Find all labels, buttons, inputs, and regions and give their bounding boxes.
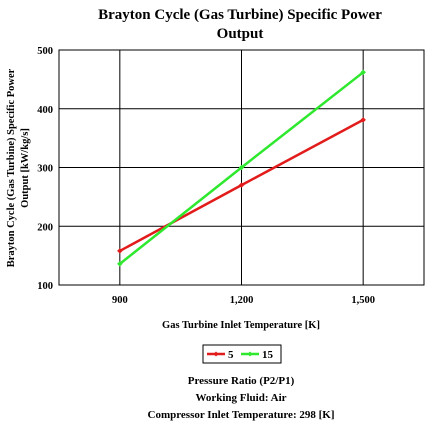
series-point-5	[116, 248, 123, 254]
series-point-15	[360, 69, 367, 76]
series-point-15	[116, 260, 123, 267]
chart-title-line-2: Output	[217, 26, 264, 42]
x-axis-ticks: 900 1,200 1,500	[112, 295, 375, 306]
legend-label-15: 15	[262, 349, 274, 361]
legend: 5 15	[202, 344, 282, 364]
y-tick-label: 300	[37, 164, 53, 175]
y-tick-label: 200	[37, 222, 53, 233]
note-pressure-ratio: Pressure Ratio (P2/P1)	[188, 375, 295, 387]
x-tick-label: 1,200	[230, 295, 254, 306]
note-compressor-inlet-temperature: Compressor Inlet Temperature: 298 [K]	[148, 409, 335, 421]
y-tick-label: 500	[37, 46, 53, 57]
legend-marker-5	[213, 351, 219, 357]
y-axis-ticks: 100 200 300 400 500	[37, 46, 53, 292]
legend-label-5: 5	[228, 349, 234, 361]
x-axis-label: Gas Turbine Inlet Temperature [K]	[162, 320, 320, 331]
series-point-5	[360, 117, 367, 123]
x-tick-label: 900	[112, 295, 128, 306]
x-tick-label: 1,500	[351, 295, 375, 306]
chart-title-line-1: Brayton Cycle (Gas Turbine) Specific Pow…	[98, 7, 382, 23]
series-layer	[116, 69, 367, 267]
y-axis-label-line-1: Brayton Cycle (Gas Turbine) Specific Pow…	[6, 68, 17, 267]
y-axis-label-line-2: Output [kW/kg/s]	[20, 128, 31, 208]
y-tick-label: 400	[37, 105, 53, 116]
series-point-5	[238, 182, 245, 188]
note-working-fluid: Working Fluid: Air	[195, 392, 286, 404]
series-point-15	[238, 164, 245, 171]
y-tick-label: 100	[37, 281, 53, 292]
legend-marker-15	[247, 351, 253, 357]
